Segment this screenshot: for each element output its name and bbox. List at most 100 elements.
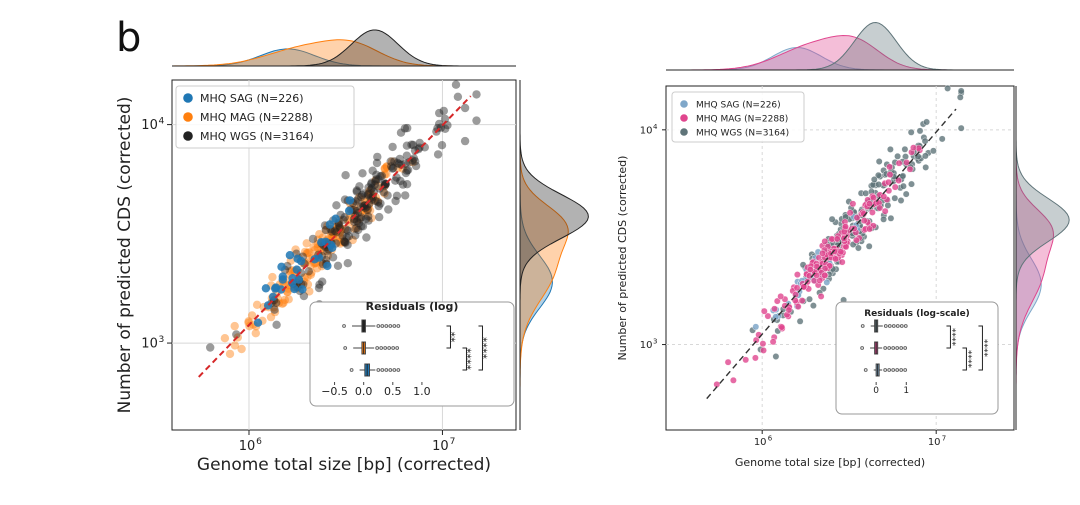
left-point-mag xyxy=(371,176,380,185)
left-xtick-exp-0: 6 xyxy=(256,437,262,447)
left-point-wgs xyxy=(353,195,362,204)
right-point-wgs xyxy=(828,215,836,223)
right-point-mag xyxy=(759,340,767,348)
left-point-wgs xyxy=(340,237,350,247)
left-inset-title: Residuals (log) xyxy=(366,300,459,313)
left-point-wgs xyxy=(375,184,384,193)
right-inset-outlier-sag xyxy=(887,368,892,372)
left-point-mag xyxy=(247,311,257,320)
right-inset-outlier-sag xyxy=(891,368,896,372)
left-point-wgs xyxy=(354,225,363,235)
left-point-mag xyxy=(337,234,347,244)
left-point-wgs xyxy=(401,168,411,178)
left-point-wgs xyxy=(392,191,402,200)
left-inset-outlier-wgs xyxy=(388,324,393,328)
right-point-mag xyxy=(806,266,814,273)
right-ytick-label-1: 10 xyxy=(640,125,653,136)
left-point-mag xyxy=(373,197,383,206)
left-point-mag xyxy=(225,349,235,359)
left-point-wgs xyxy=(411,161,421,171)
left-point-wgs xyxy=(339,215,348,224)
right-point-mag xyxy=(885,178,892,186)
left-ytick-label-0: 10 xyxy=(141,337,158,352)
left-point-wgs xyxy=(341,238,350,247)
left-point-mag xyxy=(245,322,254,331)
right-inset-bracket-1 xyxy=(962,347,967,371)
left-point-wgs xyxy=(388,142,397,152)
left-point-mag xyxy=(266,312,276,322)
left-point-sag xyxy=(277,262,286,271)
left-point-wgs xyxy=(391,196,400,206)
right-inset-outlier-wgs xyxy=(891,324,896,328)
left-point-mag xyxy=(323,251,332,260)
right-inset-outlier-sag xyxy=(899,368,904,372)
right-ytick-exp-1: 4 xyxy=(653,123,658,131)
right-point-mag xyxy=(730,376,737,384)
left-point-wgs xyxy=(395,154,404,164)
left-inset-tick-label-3: 1.0 xyxy=(413,385,431,398)
left-point-wgs xyxy=(397,160,406,169)
left-point-wgs xyxy=(315,280,324,289)
left-point-wgs xyxy=(435,119,444,129)
right-legend xyxy=(671,91,805,143)
left-point-wgs xyxy=(460,103,470,113)
left-point-mag xyxy=(336,228,345,237)
left-point-mag xyxy=(280,295,290,305)
left-point-wgs xyxy=(364,212,373,221)
left-point-wgs xyxy=(405,157,414,167)
left-point-mag xyxy=(283,287,292,296)
left-point-mag xyxy=(380,164,390,173)
right-point-mag xyxy=(819,249,826,257)
left-point-wgs xyxy=(402,141,412,150)
right-point-mag xyxy=(777,292,785,300)
left-point-mag xyxy=(352,223,361,233)
left-inset-outlier-wgs xyxy=(376,324,381,328)
right-inset-sig-1: **** xyxy=(967,350,977,369)
left-point-mag xyxy=(307,268,316,277)
left-point-wgs xyxy=(379,187,388,197)
left-point-wgs xyxy=(361,203,370,213)
left-point-wgs xyxy=(352,217,362,226)
right-point-mag xyxy=(724,358,732,366)
left-inset-bracket-1 xyxy=(462,347,467,371)
left-point-wgs xyxy=(472,116,481,125)
left-point-mag xyxy=(408,158,417,167)
left-point-sag xyxy=(317,238,326,247)
left-point-mag xyxy=(252,300,262,309)
left-point-sag xyxy=(271,283,281,292)
right-point-wgs xyxy=(880,215,887,223)
left-point-wgs xyxy=(409,154,419,163)
left-point-sag xyxy=(344,206,354,216)
panel-letter: b xyxy=(116,15,142,61)
left-point-wgs xyxy=(364,183,373,192)
left-point-wgs xyxy=(376,199,385,208)
left-legend-marker-mag xyxy=(183,112,193,122)
left-point-mag xyxy=(334,232,344,241)
left-point-wgs xyxy=(338,231,347,240)
left-inset-outlier-sag xyxy=(392,368,397,372)
left-point-mag xyxy=(368,191,377,200)
left-point-mag xyxy=(398,164,407,173)
left-point-mag xyxy=(270,307,280,317)
right-point-wgs xyxy=(772,353,780,360)
right-point-mag xyxy=(846,209,854,217)
right-point-wgs xyxy=(806,295,813,303)
left-point-wgs xyxy=(368,166,377,175)
left-point-wgs xyxy=(364,189,373,199)
left-point-mag xyxy=(355,193,364,202)
left-point-wgs xyxy=(400,124,410,133)
left-point-sag xyxy=(294,275,304,284)
left-point-wgs xyxy=(388,164,397,173)
left-point-wgs xyxy=(440,114,450,124)
left-point-wgs xyxy=(389,163,398,173)
right-inset-outlier-wgs xyxy=(887,324,892,328)
left-legend-marker-wgs xyxy=(183,131,193,141)
left-point-mag xyxy=(303,248,312,257)
left-point-wgs xyxy=(232,330,241,339)
right-point-mag xyxy=(832,255,839,263)
right-point-mag xyxy=(876,204,884,212)
left-xtick-exp-1: 7 xyxy=(450,437,456,447)
right-point-mag xyxy=(891,183,899,191)
